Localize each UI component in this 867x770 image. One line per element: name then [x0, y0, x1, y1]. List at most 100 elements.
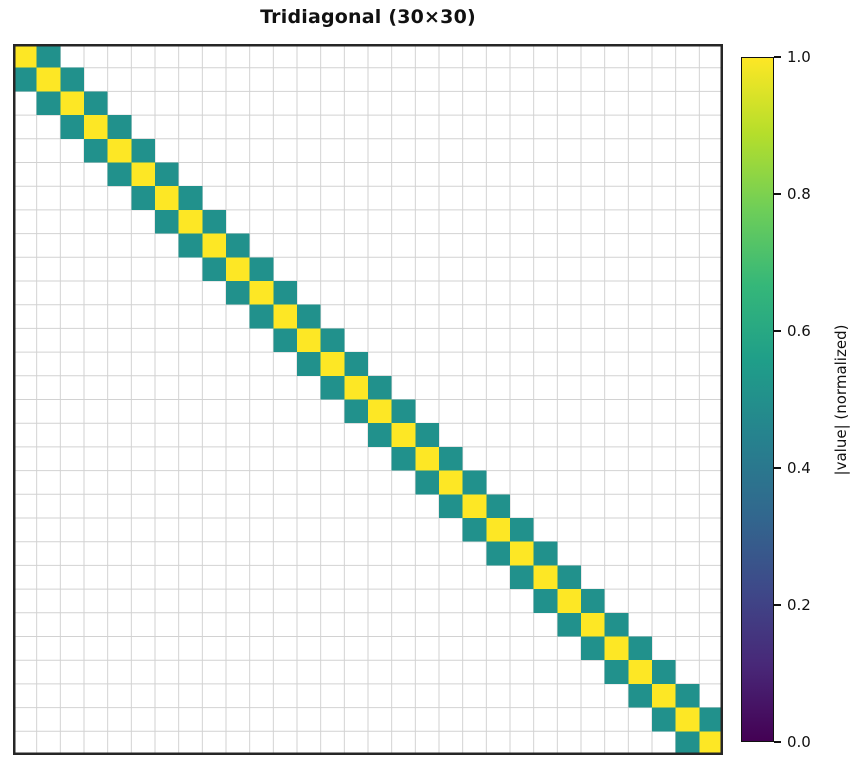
matrix-cell: [131, 162, 155, 187]
matrix-cell: [273, 281, 297, 305]
matrix-cell: [510, 541, 534, 566]
colorbar-tick-label: 1.0: [787, 48, 811, 66]
matrix-cell: [415, 423, 439, 447]
matrix-cell: [60, 115, 84, 139]
matrix-cell: [628, 636, 652, 661]
matrix-cell: [486, 494, 510, 518]
matrix-cell: [510, 565, 534, 590]
matrix-cell: [533, 541, 558, 566]
colorbar: [741, 57, 774, 742]
chart-title: Tridiagonal (30×30): [260, 6, 476, 28]
matrix-cell: [368, 399, 392, 424]
matrix-cell: [202, 209, 226, 234]
colorbar-tick-label: 0.0: [787, 733, 811, 751]
matrix-cell: [533, 589, 558, 613]
matrix-cell: [415, 470, 439, 495]
matrix-cell: [581, 612, 605, 637]
matrix-cell: [202, 257, 226, 281]
matrix-cell: [652, 660, 676, 684]
heatmap-plot: [13, 44, 723, 755]
colorbar-tick-mark: [774, 330, 781, 332]
matrix-cell: [628, 683, 652, 708]
matrix-cell: [391, 423, 416, 447]
colorbar-label: |value| (normalized): [832, 324, 850, 476]
matrix-cell: [84, 91, 108, 116]
matrix-cell: [699, 731, 723, 755]
matrix-cell: [36, 44, 61, 68]
matrix-cell: [415, 446, 439, 471]
colorbar-tick-label: 0.6: [787, 322, 811, 340]
matrix-cell: [557, 565, 581, 590]
matrix-cell: [604, 660, 629, 684]
matrix-cell: [391, 446, 416, 471]
colorbar-tick-mark: [774, 741, 781, 743]
matrix-cell: [178, 186, 203, 210]
matrix-cell: [131, 138, 155, 163]
matrix-cell: [273, 304, 297, 329]
matrix-cell: [604, 612, 629, 637]
matrix-cell: [155, 186, 179, 210]
colorbar-tick-label: 0.2: [787, 596, 811, 614]
matrix-cell: [60, 91, 84, 116]
matrix-cell: [462, 518, 487, 542]
matrix-cell: [226, 281, 250, 305]
matrix-cell: [652, 707, 676, 732]
matrix-cell: [439, 494, 463, 518]
matrix-cell: [486, 518, 510, 542]
matrix-cell: [226, 257, 250, 281]
matrix-cell: [297, 352, 321, 376]
colorbar-tick-mark: [774, 56, 781, 58]
matrix-cell: [226, 233, 250, 258]
matrix-cell: [344, 352, 368, 376]
matrix-cell: [462, 494, 487, 518]
matrix-cell: [486, 541, 510, 566]
matrix-cell: [462, 470, 487, 495]
matrix-cell: [675, 731, 700, 755]
matrix-cell: [84, 115, 108, 139]
colorbar-tick-label: 0.8: [787, 185, 811, 203]
matrix-cell: [439, 470, 463, 495]
matrix-cell: [249, 281, 274, 305]
matrix-cell: [178, 233, 203, 258]
matrix-cell: [320, 328, 345, 353]
colorbar-tick-mark: [774, 193, 781, 195]
matrix-cell: [178, 209, 203, 234]
matrix-cell: [557, 589, 581, 613]
matrix-cell: [675, 707, 700, 732]
matrix-cell: [604, 636, 629, 661]
matrix-cell: [533, 565, 558, 590]
matrix-cell: [628, 660, 652, 684]
matrix-cell: [297, 328, 321, 353]
matrix-cell: [60, 67, 84, 92]
matrix-cell: [320, 352, 345, 376]
matrix-cell: [202, 233, 226, 258]
matrix-cell: [581, 636, 605, 661]
matrix-cell: [273, 328, 297, 353]
matrix-cell: [652, 683, 676, 708]
matrix-cell: [368, 423, 392, 447]
colorbar-tick-mark: [774, 467, 781, 469]
matrix-cell: [155, 209, 179, 234]
matrix-cell: [675, 683, 700, 708]
matrix-cell: [557, 612, 581, 637]
matrix-cell: [13, 44, 37, 68]
matrix-cell: [320, 375, 345, 400]
matrix-cell: [107, 162, 132, 187]
matrix-cell: [249, 257, 274, 281]
matrix-cell: [107, 115, 132, 139]
matrix-cell: [368, 375, 392, 400]
matrix-cell: [131, 186, 155, 210]
matrix-cell: [13, 67, 37, 92]
colorbar-tick-mark: [774, 604, 781, 606]
matrix-cell: [249, 304, 274, 329]
matrix-cell: [344, 375, 368, 400]
matrix-cell: [155, 162, 179, 187]
matrix-cell: [510, 518, 534, 542]
matrix-cell: [84, 138, 108, 163]
matrix-cell: [391, 399, 416, 424]
matrix-cell: [107, 138, 132, 163]
matrix-cell: [439, 446, 463, 471]
axes-spines: [13, 44, 723, 755]
matrix-cell: [297, 304, 321, 329]
